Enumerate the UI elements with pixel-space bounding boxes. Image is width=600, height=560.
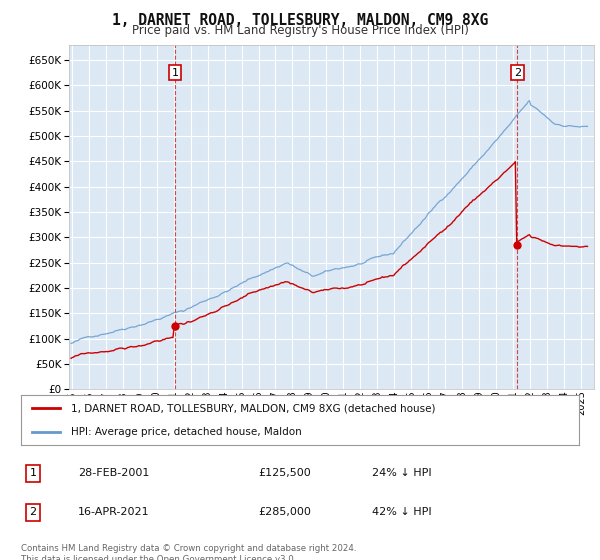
Text: 16-APR-2021: 16-APR-2021 bbox=[78, 507, 149, 517]
Text: HPI: Average price, detached house, Maldon: HPI: Average price, detached house, Mald… bbox=[71, 427, 302, 437]
Text: 1, DARNET ROAD, TOLLESBURY, MALDON, CM9 8XG: 1, DARNET ROAD, TOLLESBURY, MALDON, CM9 … bbox=[112, 13, 488, 28]
Text: £285,000: £285,000 bbox=[258, 507, 311, 517]
Text: 28-FEB-2001: 28-FEB-2001 bbox=[78, 468, 149, 478]
Text: 1: 1 bbox=[172, 68, 179, 78]
Text: £125,500: £125,500 bbox=[258, 468, 311, 478]
Text: 1, DARNET ROAD, TOLLESBURY, MALDON, CM9 8XG (detached house): 1, DARNET ROAD, TOLLESBURY, MALDON, CM9 … bbox=[71, 403, 436, 413]
Text: Price paid vs. HM Land Registry's House Price Index (HPI): Price paid vs. HM Land Registry's House … bbox=[131, 24, 469, 36]
Text: 42% ↓ HPI: 42% ↓ HPI bbox=[372, 507, 431, 517]
Text: 2: 2 bbox=[29, 507, 37, 517]
Text: Contains HM Land Registry data © Crown copyright and database right 2024.
This d: Contains HM Land Registry data © Crown c… bbox=[21, 544, 356, 560]
Text: 1: 1 bbox=[29, 468, 37, 478]
Text: 24% ↓ HPI: 24% ↓ HPI bbox=[372, 468, 431, 478]
Text: 2: 2 bbox=[514, 68, 521, 78]
